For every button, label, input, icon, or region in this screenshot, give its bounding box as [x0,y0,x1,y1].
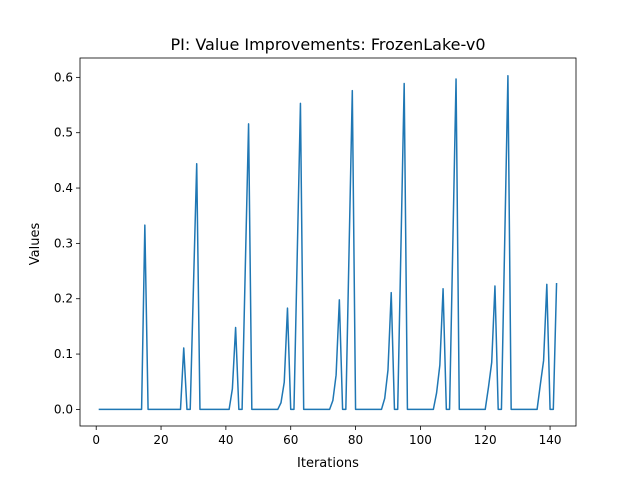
y-tick-label-4: 0.4 [54,181,73,195]
x-tick-label-4: 80 [348,433,363,447]
axes-frame [79,57,577,427]
series-line-0 [98,74,558,411]
x-tick-label-5: 100 [409,433,432,447]
x-axis-label: Iterations [297,456,359,471]
x-tick-label-6: 120 [474,433,497,447]
x-tick-label-7: 140 [539,433,562,447]
chart-title: PI: Value Improvements: FrozenLake-v0 [171,35,486,54]
y-tick-label-3: 0.3 [54,236,73,250]
x-tick-label-1: 20 [153,433,168,447]
y-tick-label-0: 0.0 [54,402,73,416]
y-axis-label: Values [28,223,43,266]
plot-area: 0 20 40 60 80 100 120 140 0.0 0.1 0.2 0.3 0.4 0.5 0.6 [54,57,577,447]
x-tick-label-0: 0 [92,433,100,447]
y-tick-label-5: 0.5 [54,126,73,140]
y-tick-label-2: 0.2 [54,292,73,306]
y-tick-label-1: 0.1 [54,347,73,361]
x-tick-label-3: 60 [283,433,298,447]
x-tick-label-2: 40 [218,433,233,447]
y-tick-label-6: 0.6 [54,70,73,84]
